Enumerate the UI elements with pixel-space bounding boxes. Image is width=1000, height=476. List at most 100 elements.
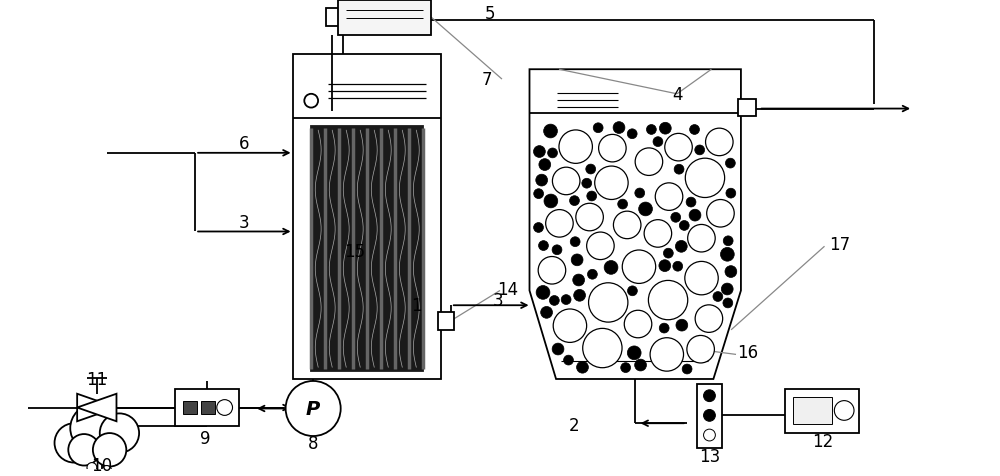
Circle shape <box>589 283 628 322</box>
Circle shape <box>721 284 733 295</box>
Circle shape <box>570 237 580 247</box>
Circle shape <box>587 233 614 260</box>
Circle shape <box>671 213 681 223</box>
Text: 12: 12 <box>812 432 833 450</box>
Circle shape <box>559 130 592 164</box>
Circle shape <box>688 225 715 252</box>
Circle shape <box>648 281 688 320</box>
Bar <box>738 99 756 117</box>
Text: 14: 14 <box>497 280 518 298</box>
Bar <box>293 55 441 379</box>
Circle shape <box>546 210 573 238</box>
Bar <box>175 389 239 426</box>
Text: 4: 4 <box>672 86 682 104</box>
Circle shape <box>593 124 603 133</box>
Circle shape <box>544 125 557 139</box>
Circle shape <box>624 311 652 338</box>
Text: 15: 15 <box>344 243 365 260</box>
Circle shape <box>286 381 341 436</box>
Circle shape <box>552 343 564 355</box>
Circle shape <box>723 237 733 246</box>
Text: 1: 1 <box>411 297 422 315</box>
Bar <box>438 312 454 330</box>
Circle shape <box>673 262 683 272</box>
Circle shape <box>663 248 673 258</box>
Bar <box>338 1 431 36</box>
Circle shape <box>595 167 628 200</box>
Circle shape <box>541 307 552 318</box>
Text: 9: 9 <box>200 429 210 447</box>
Circle shape <box>726 189 736 198</box>
Circle shape <box>548 149 557 159</box>
Circle shape <box>627 129 637 139</box>
Circle shape <box>679 221 689 231</box>
Circle shape <box>70 405 117 452</box>
Text: 5: 5 <box>485 5 495 23</box>
Bar <box>311 127 423 371</box>
Circle shape <box>534 146 545 158</box>
Circle shape <box>570 196 579 206</box>
Circle shape <box>552 245 562 255</box>
Text: 6: 6 <box>239 135 250 153</box>
Circle shape <box>534 189 544 199</box>
Circle shape <box>613 212 641 239</box>
Circle shape <box>682 364 692 374</box>
Text: 11: 11 <box>86 370 107 388</box>
Bar <box>697 384 722 448</box>
Circle shape <box>573 275 585 286</box>
Circle shape <box>689 210 701 221</box>
Text: 3: 3 <box>493 292 503 310</box>
Circle shape <box>93 433 126 466</box>
Circle shape <box>655 183 683 211</box>
Text: 3: 3 <box>239 213 250 231</box>
Circle shape <box>539 159 551 171</box>
Circle shape <box>674 165 684 175</box>
Circle shape <box>536 175 548 187</box>
Circle shape <box>577 362 588 373</box>
Circle shape <box>720 248 734 262</box>
Circle shape <box>544 195 558 208</box>
Text: 16: 16 <box>737 344 758 362</box>
Polygon shape <box>77 394 116 421</box>
Circle shape <box>635 359 646 371</box>
Circle shape <box>644 220 672 248</box>
Circle shape <box>687 336 714 363</box>
Text: 7: 7 <box>482 71 492 89</box>
Circle shape <box>723 298 733 308</box>
Circle shape <box>571 255 583 266</box>
Circle shape <box>676 319 688 331</box>
Circle shape <box>564 356 573 365</box>
Circle shape <box>665 134 692 161</box>
Circle shape <box>55 423 94 463</box>
Text: P: P <box>306 399 320 418</box>
Circle shape <box>549 296 559 306</box>
Circle shape <box>68 434 100 466</box>
Circle shape <box>583 329 622 368</box>
Polygon shape <box>530 70 741 379</box>
Bar <box>793 397 832 424</box>
Bar <box>326 9 339 27</box>
Text: 2: 2 <box>568 416 579 434</box>
Circle shape <box>646 125 656 135</box>
Bar <box>183 401 197 415</box>
Circle shape <box>707 200 734 228</box>
Circle shape <box>653 138 663 147</box>
Circle shape <box>627 346 641 360</box>
Circle shape <box>659 260 671 272</box>
Circle shape <box>574 290 585 302</box>
Circle shape <box>102 466 112 476</box>
Circle shape <box>561 295 571 305</box>
Circle shape <box>695 146 705 156</box>
Circle shape <box>639 203 652 217</box>
Circle shape <box>713 292 723 302</box>
Bar <box>201 401 215 415</box>
Circle shape <box>635 149 663 176</box>
Bar <box>785 389 859 433</box>
Text: 17: 17 <box>829 236 850 254</box>
Circle shape <box>622 250 656 284</box>
Circle shape <box>621 363 631 373</box>
Circle shape <box>650 338 684 371</box>
Text: 10: 10 <box>91 456 112 474</box>
Circle shape <box>695 305 723 333</box>
Circle shape <box>587 270 597 279</box>
